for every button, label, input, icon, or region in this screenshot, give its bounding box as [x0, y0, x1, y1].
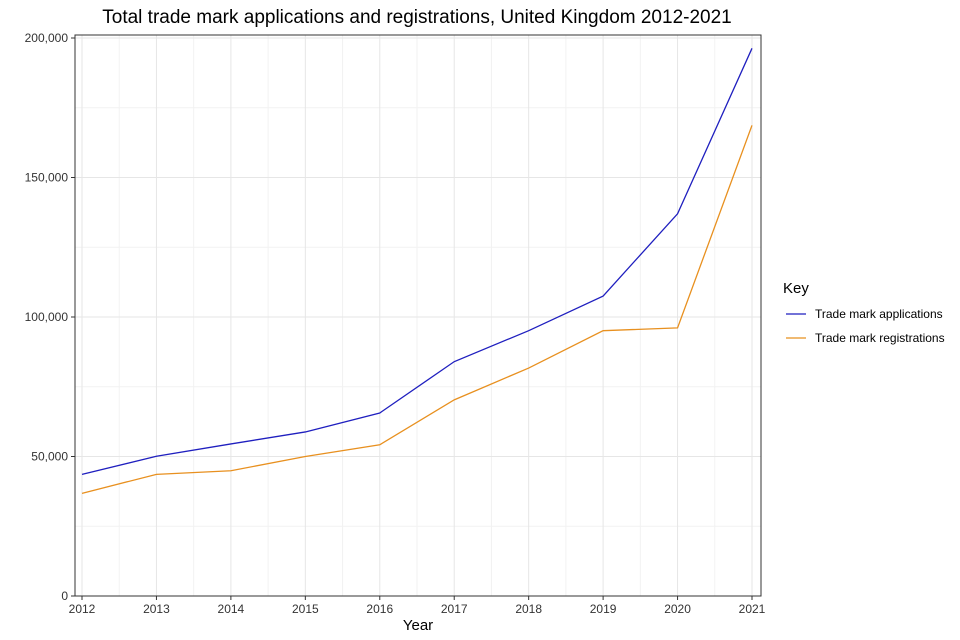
- series-line-registrations: [81, 125, 753, 494]
- x-tick-label: 2014: [218, 602, 245, 616]
- x-tick-label: 2017: [441, 602, 468, 616]
- y-tick-label: 150,000: [25, 171, 69, 185]
- legend-item-label: Trade mark registrations: [815, 331, 945, 345]
- legend-item-label: Trade mark applications: [815, 307, 943, 321]
- legend: Key Trade mark applications Trade mark re…: [783, 280, 945, 345]
- x-tick-label: 2012: [69, 602, 96, 616]
- x-tick-label: 2013: [143, 602, 170, 616]
- y-tick-label: 200,000: [25, 31, 69, 45]
- y-tick-label: 0: [61, 589, 68, 603]
- plot-border: [74, 34, 762, 597]
- x-axis: 2012 2013 2014 2015 2016 2017 2018 2019 2020 2021: [69, 596, 766, 616]
- legend-title: Key: [783, 280, 809, 297]
- y-axis: 0 50,000 100,000 150,000 200,000: [25, 31, 75, 603]
- x-tick-label: 2020: [664, 602, 691, 616]
- series-lines: [81, 48, 753, 494]
- x-tick-label: 2016: [366, 602, 393, 616]
- x-tick-label: 2015: [292, 602, 319, 616]
- chart-title: Total trade mark applications and regist…: [102, 7, 731, 28]
- plot-area: [75, 35, 761, 596]
- x-tick-label: 2019: [590, 602, 617, 616]
- x-tick-label: 2021: [739, 602, 766, 616]
- y-tick-label: 100,000: [25, 310, 69, 324]
- series-line-applications: [81, 48, 753, 475]
- x-axis-title: Year: [403, 617, 433, 634]
- minor-gridlines: [75, 35, 761, 596]
- x-tick-label: 2018: [515, 602, 542, 616]
- y-tick-label: 50,000: [31, 450, 68, 464]
